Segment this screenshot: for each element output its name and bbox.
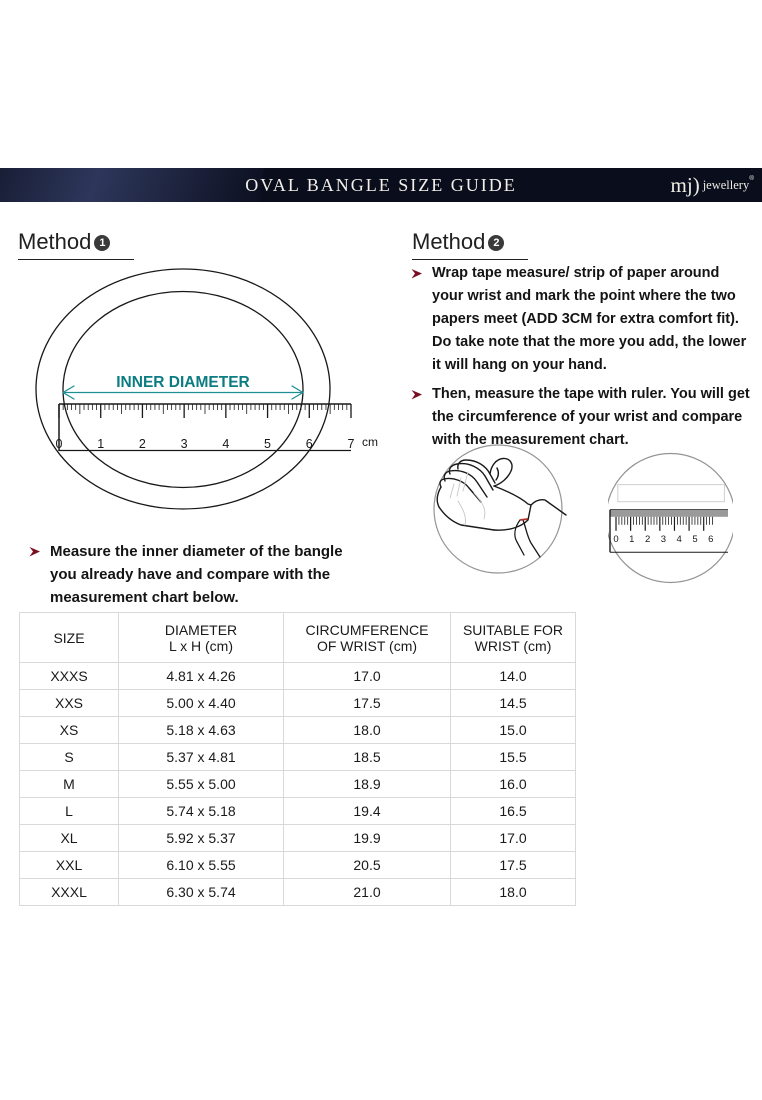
svg-text:3: 3 bbox=[661, 534, 666, 545]
svg-text:4: 4 bbox=[677, 534, 682, 545]
svg-text:5: 5 bbox=[264, 437, 271, 451]
svg-text:7: 7 bbox=[348, 437, 355, 451]
svg-text:6: 6 bbox=[306, 437, 313, 451]
svg-text:4: 4 bbox=[222, 437, 229, 451]
svg-text:3: 3 bbox=[181, 437, 188, 451]
svg-text:2: 2 bbox=[139, 437, 146, 451]
svg-text:1: 1 bbox=[97, 437, 104, 451]
svg-text:6: 6 bbox=[708, 534, 713, 545]
svg-text:5: 5 bbox=[692, 534, 697, 545]
svg-text:cm: cm bbox=[362, 435, 378, 449]
svg-text:0: 0 bbox=[56, 437, 63, 451]
svg-text:INNER DIAMETER: INNER DIAMETER bbox=[116, 374, 249, 391]
svg-text:0: 0 bbox=[613, 534, 618, 545]
svg-text:1: 1 bbox=[629, 534, 634, 545]
svg-text:2: 2 bbox=[645, 534, 650, 545]
